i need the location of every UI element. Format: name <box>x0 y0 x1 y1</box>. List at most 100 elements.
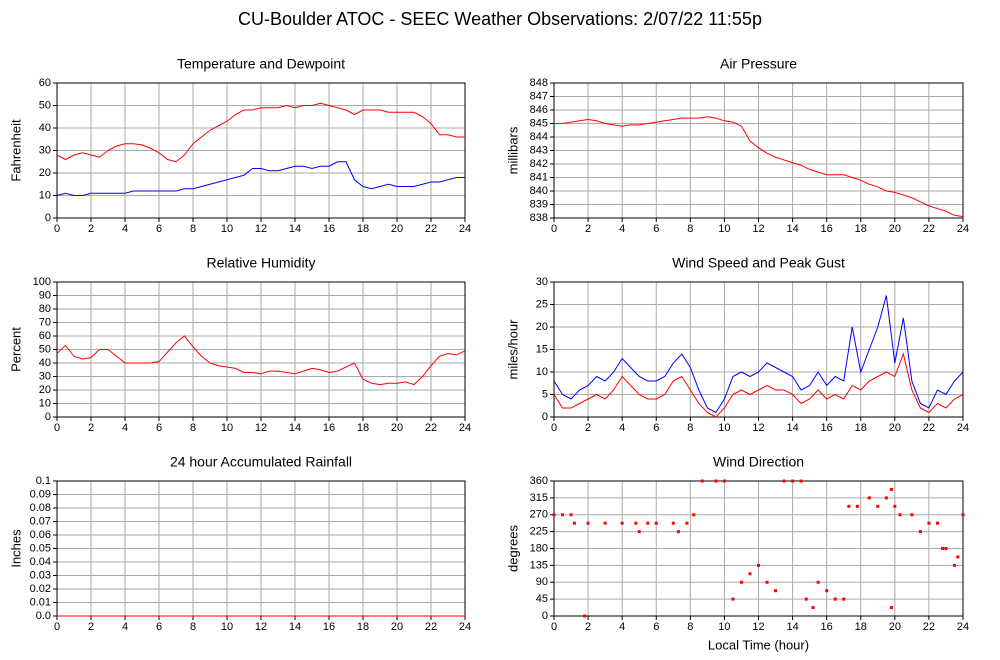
y-tick-label: 225 <box>530 526 548 538</box>
data-point <box>561 513 565 517</box>
y-tick-label: 841 <box>530 171 548 183</box>
data-point <box>757 563 760 567</box>
plot-frame <box>553 480 964 617</box>
data-point <box>893 504 897 508</box>
y-tick-label: 45 <box>536 593 548 605</box>
data-point <box>586 521 590 525</box>
x-tick-label: 0 <box>551 422 557 434</box>
data-point <box>774 589 778 593</box>
y-tick-label: 847 <box>530 90 548 102</box>
data-point <box>731 597 735 601</box>
x-tick-label: 8 <box>687 223 693 235</box>
x-tick-label: 4 <box>619 223 625 235</box>
data-point <box>884 496 888 500</box>
y-tick-label: 100 <box>33 276 51 288</box>
x-tick-label: 18 <box>855 422 867 434</box>
y-tick-label: 0.05 <box>30 542 51 554</box>
data-point <box>552 513 556 517</box>
data-point <box>646 521 650 525</box>
x-tick-label: 0 <box>54 621 60 633</box>
y-tick-label: 10 <box>536 366 548 378</box>
y-tick-label: 10 <box>39 189 51 201</box>
data-point <box>722 479 726 483</box>
x-tick-label: 18 <box>357 621 369 633</box>
y-tick-label: 30 <box>39 144 51 156</box>
y-tick-label: 0.0 <box>36 610 51 622</box>
data-point <box>918 530 922 534</box>
y-tick-label: 0 <box>45 411 51 423</box>
y-tick-label: 50 <box>39 343 51 355</box>
x-tick-label: 14 <box>289 223 301 235</box>
y-tick-label: 5 <box>542 388 548 400</box>
x-tick-label: 24 <box>459 621 471 633</box>
chart-title: Wind Speed and Peak Gust <box>672 255 845 271</box>
y-tick-label: 0.02 <box>30 583 51 595</box>
data-point <box>634 521 638 525</box>
x-tick-label: 4 <box>619 422 625 434</box>
x-tick-label: 2 <box>585 422 591 434</box>
data-point <box>944 547 948 550</box>
x-tick-label: 0 <box>551 621 557 633</box>
x-tick-label: 12 <box>255 223 267 235</box>
x-tick-label: 4 <box>122 422 128 434</box>
data-line <box>553 295 964 414</box>
x-tick-label: 22 <box>923 223 935 235</box>
x-tick-label: 8 <box>190 422 196 434</box>
data-point <box>816 580 820 584</box>
y-tick-label: 840 <box>530 185 548 197</box>
y-tick-label: 0.01 <box>30 596 51 608</box>
data-point <box>952 563 956 567</box>
x-tick-label: 2 <box>88 223 94 235</box>
y-tick-label: 0 <box>542 411 548 423</box>
x-tick-label: 6 <box>156 621 162 633</box>
x-tick-label: 6 <box>653 621 659 633</box>
x-tick-label: 12 <box>255 422 267 434</box>
data-line <box>56 102 465 163</box>
y-axis-label: degrees <box>505 525 520 572</box>
x-tick-label: 16 <box>821 223 833 235</box>
x-tick-label: 10 <box>221 223 233 235</box>
y-tick-label: 20 <box>39 384 51 396</box>
data-point <box>956 555 960 559</box>
x-axis-label: Local Time (hour) <box>708 637 809 652</box>
y-tick-label: 15 <box>536 343 548 355</box>
data-line <box>56 335 466 386</box>
y-tick-label: 845 <box>530 117 548 129</box>
x-tick-label: 24 <box>957 621 969 633</box>
y-tick-label: 135 <box>530 559 548 571</box>
x-tick-label: 6 <box>653 422 659 434</box>
x-tick-label: 12 <box>752 422 764 434</box>
data-line <box>554 116 964 218</box>
y-tick-label: 0.03 <box>30 569 51 581</box>
y-tick-label: 315 <box>530 492 548 504</box>
data-point <box>910 513 914 517</box>
chart-title: 24 hour Accumulated Rainfall <box>170 454 352 470</box>
chart-panel: Wind Direction degrees Local Time (hour) 0 2… <box>505 454 969 653</box>
y-tick-label: 0 <box>542 610 548 622</box>
x-tick-label: 6 <box>156 223 162 235</box>
data-point <box>855 504 859 508</box>
y-tick-label: 90 <box>536 576 548 588</box>
x-tick-label: 18 <box>855 621 867 633</box>
data-point <box>692 513 696 517</box>
data-point <box>825 589 829 593</box>
y-tick-label: 40 <box>39 122 51 134</box>
y-tick-label: 838 <box>530 212 548 224</box>
x-tick-label: 20 <box>889 422 901 434</box>
x-tick-label: 4 <box>122 621 128 633</box>
y-tick-label: 30 <box>536 276 548 288</box>
data-point <box>739 580 743 584</box>
x-tick-label: 14 <box>289 422 301 434</box>
y-tick-label: 80 <box>39 303 51 315</box>
x-tick-label: 2 <box>88 621 94 633</box>
x-tick-label: 22 <box>425 621 437 633</box>
data-point <box>847 504 851 508</box>
data-point <box>842 597 846 601</box>
data-point <box>714 479 718 483</box>
data-line <box>56 161 465 196</box>
data-point <box>804 597 808 601</box>
